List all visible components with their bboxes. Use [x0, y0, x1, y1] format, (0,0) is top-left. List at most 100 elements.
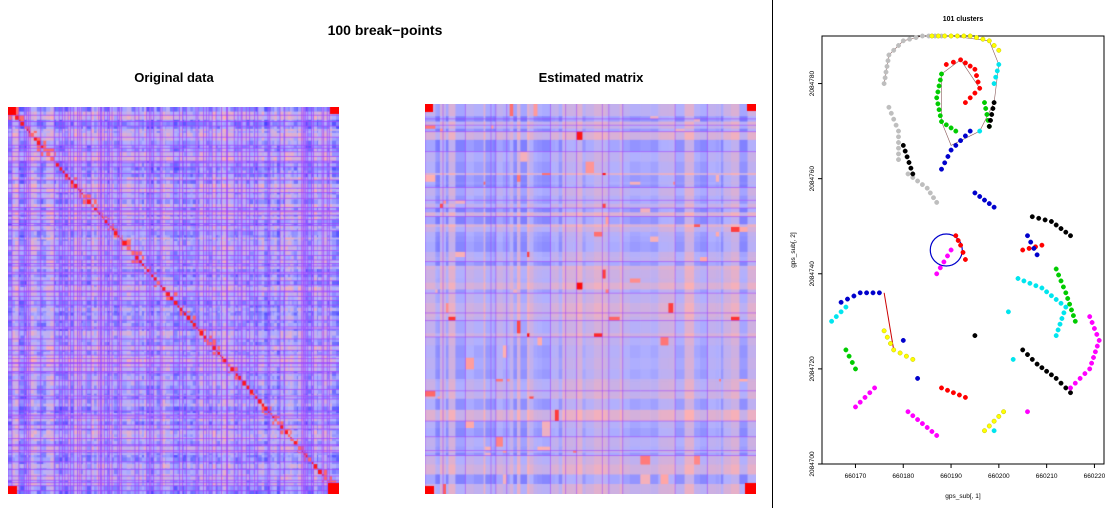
cluster-point [975, 79, 981, 85]
estimated-matrix-heatmap [425, 104, 756, 494]
cluster-point [982, 197, 987, 203]
cluster-point [939, 71, 944, 77]
cluster-point [937, 77, 943, 83]
cluster-point [1091, 326, 1097, 331]
cluster-point [977, 128, 983, 134]
cluster-point [1077, 375, 1083, 381]
cluster-point [980, 36, 986, 42]
cluster-point [977, 85, 983, 91]
cluster-point [884, 63, 890, 69]
cluster-point [896, 145, 901, 151]
cluster-point [962, 100, 968, 106]
cluster-point [1001, 409, 1007, 415]
cluster-point [986, 123, 992, 129]
cluster-point [939, 385, 944, 391]
cluster-point [1039, 285, 1045, 291]
cluster-point [962, 257, 968, 262]
cluster-point [972, 333, 978, 339]
cluster-point [945, 253, 950, 259]
track-lines [883, 35, 1000, 350]
cluster-point [849, 360, 855, 365]
cluster-point [972, 90, 978, 96]
x-axis-ticks: 660170 660180 660190 660200 660210 660220 [845, 464, 1106, 480]
cluster-point [958, 242, 964, 248]
cluster-point [896, 157, 901, 163]
cluster-point [967, 128, 973, 134]
cluster-point [1025, 409, 1030, 415]
cluster-point [943, 62, 949, 67]
cluster-point [906, 160, 912, 165]
cluster-point [1089, 320, 1095, 325]
cluster-point [862, 394, 868, 400]
cluster-point [1025, 233, 1030, 239]
cluster-point [853, 404, 858, 410]
cluster-point [1063, 385, 1069, 391]
cluster-point [1092, 349, 1098, 355]
cluster-point [846, 353, 852, 359]
cluster-point [833, 314, 839, 320]
original-data-heatmap [8, 107, 339, 494]
cluster-point [903, 353, 909, 359]
y-tick-label: 2084760 [809, 166, 816, 192]
cluster-point [960, 249, 966, 255]
cluster-point [962, 133, 968, 139]
cluster-point [900, 38, 906, 44]
cluster-point [881, 328, 887, 334]
x-axis-label: gps_sub[, 1] [945, 493, 981, 500]
cluster-point [1053, 266, 1059, 272]
cluster-point [972, 66, 978, 72]
cluster-point [867, 390, 873, 396]
cluster-point [953, 142, 959, 148]
scatter-title: 101 clusters [943, 16, 984, 23]
cluster-point [905, 171, 911, 177]
cluster-point [1029, 214, 1035, 220]
cluster-point [1068, 390, 1073, 396]
cluster-point [939, 166, 944, 172]
cluster-point [1087, 314, 1093, 320]
cluster-point [857, 290, 863, 296]
cluster-point [1044, 289, 1050, 295]
cluster-point [1055, 327, 1061, 333]
cluster-point [896, 134, 901, 140]
cluster-point [996, 413, 1002, 419]
y-axis-ticks: 2084700 2084720 2084740 2084760 2084780 [809, 71, 822, 477]
cluster-point [1005, 309, 1011, 315]
cluster-point [1053, 333, 1059, 339]
cluster-point [988, 117, 993, 123]
cluster-point [977, 194, 983, 199]
cluster-point [829, 318, 835, 324]
x-tick-label: 660190 [940, 473, 962, 480]
cluster-point [931, 195, 936, 201]
cluster-point [991, 43, 997, 48]
cluster-point [1021, 278, 1027, 284]
cluster-point [986, 423, 992, 429]
cluster-point [1068, 385, 1073, 391]
y-tick-label: 2084780 [809, 71, 816, 97]
cluster-point [876, 290, 882, 296]
cluster-point [934, 433, 940, 438]
cluster-point [948, 33, 954, 39]
cluster-point [1082, 371, 1088, 377]
cluster-point [915, 178, 921, 184]
cluster-point [1094, 343, 1100, 349]
cluster-point [900, 337, 906, 343]
cluster-point [885, 58, 891, 64]
cluster-point [934, 199, 940, 205]
cluster-point [967, 95, 973, 101]
x-tick-label: 660170 [845, 473, 867, 480]
cluster-point [1039, 242, 1045, 248]
cluster-point [991, 81, 997, 87]
cluster-point [838, 309, 844, 315]
cluster-point [896, 128, 901, 134]
cluster-point [1053, 297, 1059, 302]
cluster-point [935, 33, 941, 39]
cluster-point [935, 101, 941, 107]
cluster-point [1059, 316, 1065, 321]
cluster-point [1027, 280, 1033, 286]
cluster-point [961, 33, 967, 39]
cluster-point [991, 100, 997, 106]
cluster-point [989, 112, 995, 117]
cluster-point [996, 62, 1002, 67]
cluster-point [942, 160, 948, 166]
cluster-point [843, 347, 849, 353]
